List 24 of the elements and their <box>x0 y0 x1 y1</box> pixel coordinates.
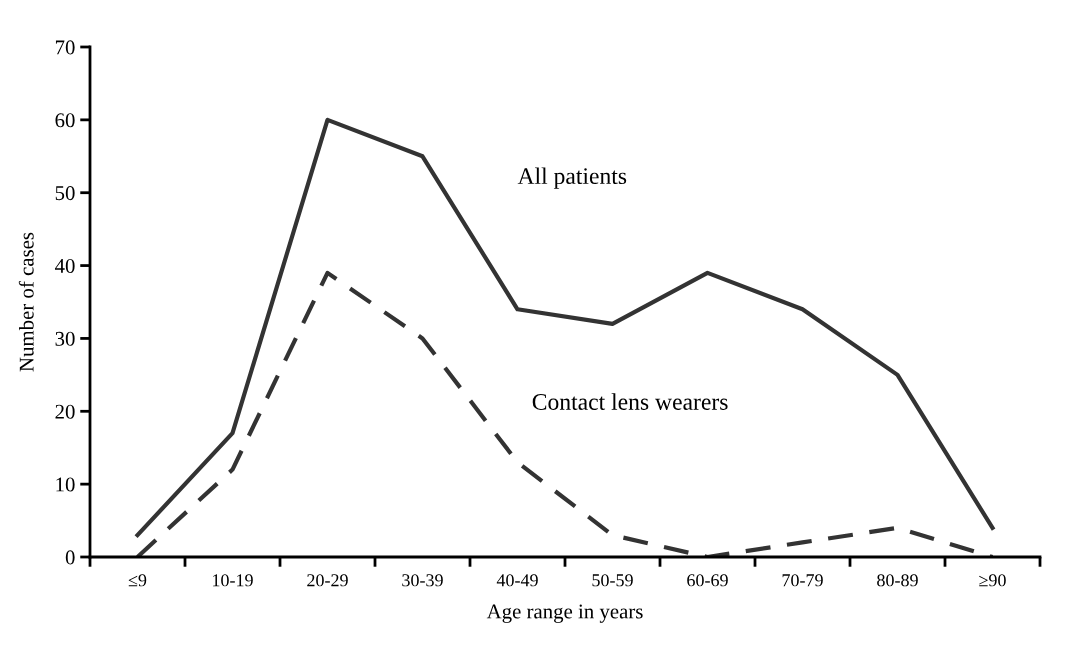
y-tick-label: 10 <box>56 477 75 492</box>
y-tick-label: 40 <box>54 258 75 273</box>
x-axis-title: Age range in years <box>486 604 643 623</box>
x-tick-label: 80-89 <box>877 574 918 587</box>
x-tick-label: 50-59 <box>592 574 633 587</box>
y-tick-label: 50 <box>55 186 75 201</box>
line-series <box>135 117 995 538</box>
y-tick-label: 20 <box>55 404 75 419</box>
y-tick-label: 30 <box>55 331 75 346</box>
x-tick-label: ≥90 <box>979 574 1006 587</box>
x-tick-label: 60-69 <box>687 574 728 587</box>
x-tick-label: 40-49 <box>496 574 538 587</box>
x-tick-label: 20-29 <box>307 574 348 587</box>
x-tick-label: 30-39 <box>402 574 443 587</box>
line-series <box>135 270 995 557</box>
y-tick-label: 0 <box>65 550 75 565</box>
x-tick-label: ≤9 <box>128 574 147 587</box>
y-axis-title: Number of cases <box>18 232 34 372</box>
x-tick-label: 10-19 <box>213 574 253 587</box>
x-tick-label: 70-79 <box>782 574 823 587</box>
y-tick-label: 70 <box>55 40 75 55</box>
y-tick-label: 60 <box>55 113 75 128</box>
text: All patients <box>517 167 627 189</box>
series-label: Contact lens wearers <box>532 393 728 410</box>
